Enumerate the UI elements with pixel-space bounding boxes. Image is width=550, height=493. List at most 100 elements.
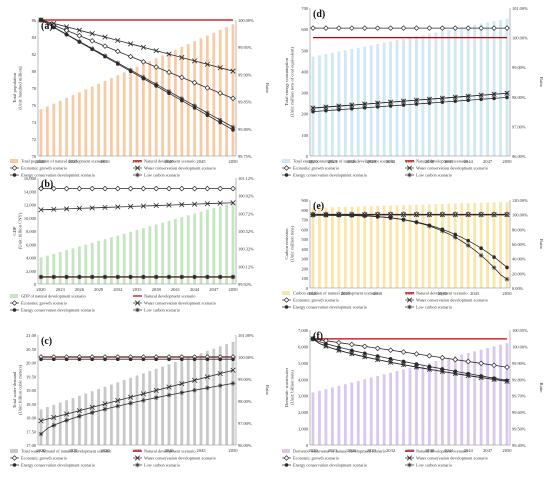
series-marker-economic [115, 185, 121, 192]
series-marker-lowcarbon [401, 98, 406, 104]
series-marker-water [192, 58, 198, 64]
y2-tick-label: 99.95% [238, 45, 252, 50]
y2-tick-label: 99.85% [238, 100, 252, 105]
series-marker-energy [388, 104, 393, 108]
chart-bar [116, 235, 120, 284]
x-tick-label: 2040 [438, 291, 448, 296]
series-marker-water [217, 200, 223, 206]
chart-bar [161, 366, 164, 445]
chart-bar [218, 206, 222, 284]
series-marker-lowcarbon [64, 274, 69, 280]
series-marker-water [102, 401, 108, 407]
x-tick-label: 2023 [328, 159, 338, 164]
y2-tick-label: 100.05% [512, 328, 528, 333]
y2-tick-label: 100.00% [238, 355, 254, 360]
series-marker-lowcarbon [230, 124, 236, 130]
chart-bar [52, 103, 56, 156]
series-marker-economic [76, 185, 83, 192]
y-tick-label: 500 [301, 48, 308, 53]
chart-bar [97, 83, 100, 156]
series-marker-lowcarbon [349, 102, 355, 108]
y2-axis-title: Ratio [539, 77, 544, 88]
chart-bar [376, 376, 380, 445]
chart-bar [97, 389, 100, 445]
series-marker-water [89, 205, 95, 211]
legend-marker-lowcarbon [407, 172, 412, 178]
chart-bar [363, 379, 367, 445]
chart-bar [356, 47, 360, 156]
chart-bar [161, 55, 164, 156]
series-marker-energy [362, 351, 367, 356]
series-marker-lowcarbon [465, 93, 471, 99]
series-marker-water [413, 212, 420, 218]
chart-bar [447, 203, 451, 288]
y-tick-label: 8,000 [26, 229, 37, 235]
series-marker-lowcarbon [179, 274, 185, 280]
series-marker-water [204, 201, 210, 207]
legend-label: Energy conservation development scenario [21, 463, 95, 468]
series-marker-economic [89, 38, 95, 44]
y2-tick-label: 97.00% [512, 124, 526, 129]
series-marker-lowcarbon [205, 385, 210, 391]
chart-bar [167, 364, 171, 445]
x-tick-label: 2030 [373, 291, 383, 296]
chart-bar [84, 393, 88, 445]
legend-marker-energy [284, 463, 289, 467]
series-marker-economic [336, 25, 342, 31]
series-marker-water [452, 212, 458, 218]
series-marker-economic [63, 185, 70, 192]
chart-bar [460, 27, 464, 156]
y-tick-label: 0 [34, 282, 37, 287]
chart-bar [389, 372, 393, 445]
chart-bar [479, 349, 483, 445]
y2-tick-label: 120.00% [512, 198, 528, 203]
panel-label: (b) [41, 179, 53, 190]
series-marker-lowcarbon [323, 213, 329, 218]
series-marker-economic [153, 185, 159, 192]
legend-marker-economic [283, 455, 290, 461]
legend-label: Energy conservation development scenario [21, 308, 95, 313]
legend-marker-lowcarbon [407, 462, 412, 468]
series-marker-economic [349, 341, 355, 348]
series-marker-energy [231, 357, 235, 362]
legend-marker-water [406, 297, 413, 303]
series-marker-lowcarbon [217, 383, 223, 388]
series-marker-lowcarbon [452, 371, 458, 376]
series-marker-lowcarbon [375, 357, 380, 362]
x-tick-label: 2032 [386, 159, 396, 164]
panel-label: (f) [313, 331, 323, 342]
series-marker-economic [387, 347, 394, 353]
series-marker-lowcarbon [427, 367, 432, 372]
series-marker-lowcarbon [77, 274, 82, 280]
chart-bar [58, 252, 62, 284]
series-marker-water [230, 367, 236, 373]
series-marker-lowcarbon [38, 274, 44, 280]
y2-tick-label: 99.80% [512, 377, 526, 382]
series-marker-water [491, 212, 497, 218]
chart-bar [421, 35, 425, 156]
series-marker-water [115, 204, 121, 210]
x-tick-label: 2025 [68, 159, 78, 164]
series-marker-energy [205, 113, 210, 118]
series-marker-energy [205, 357, 210, 362]
panel-e: 0 100 200 300 400 500 600 700 800 900 0.00% 20.00% 4… [282, 198, 544, 310]
series-line-lowcarbon [312, 92, 508, 109]
series-marker-economic [115, 48, 121, 55]
series-marker-energy [479, 246, 483, 251]
chart-bar [505, 201, 509, 288]
chart-bar [408, 204, 412, 288]
x-tick-label: 2038 [425, 159, 435, 164]
legend-label: Water conservation development scenario [144, 166, 216, 171]
y-tick-label: 900 [301, 198, 308, 203]
chart-bar [142, 63, 145, 156]
chart-bar [382, 205, 386, 288]
chart-bar [71, 95, 75, 156]
legend-label: Economic growth scenario [21, 166, 67, 171]
chart-bar [460, 354, 464, 445]
x-tick-label: 2032 [113, 287, 123, 292]
series-marker-energy [466, 98, 471, 103]
series-marker-water [76, 27, 82, 33]
chart-bar [427, 362, 431, 445]
legend-label: Economic growth scenario [21, 301, 67, 306]
series-marker-economic [361, 25, 368, 31]
